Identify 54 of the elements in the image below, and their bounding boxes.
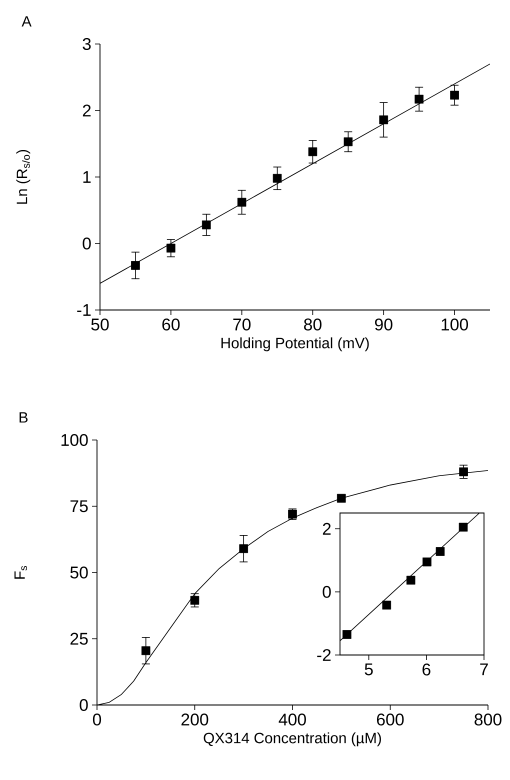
point bbox=[422, 558, 432, 566]
y-tick-label: 2 bbox=[82, 104, 91, 116]
y-tick-label: 0 bbox=[82, 238, 91, 250]
point bbox=[131, 261, 140, 270]
point bbox=[336, 494, 346, 503]
x-axis-title: QX314 Concentration (µM) bbox=[204, 732, 381, 746]
x-tick-label: 5 bbox=[364, 664, 373, 676]
y-tick-label: 100 bbox=[62, 434, 88, 446]
point bbox=[166, 244, 176, 253]
x-tick-label: 70 bbox=[233, 318, 251, 331]
y-axis-title: F$_{s}$ bbox=[14, 566, 28, 579]
point bbox=[436, 547, 445, 556]
point bbox=[190, 596, 200, 605]
point bbox=[141, 646, 150, 656]
point bbox=[272, 174, 282, 183]
point bbox=[406, 576, 416, 585]
y-tick-label: 2 bbox=[322, 522, 331, 535]
y-tick-label: 50 bbox=[70, 566, 88, 578]
y-tick-label: -2 bbox=[317, 649, 331, 661]
x-tick-label: 800 bbox=[474, 714, 502, 726]
x-tick-label: 60 bbox=[162, 318, 180, 331]
point bbox=[450, 90, 459, 100]
y-axis-title: Ln (R$_{s/o}$) bbox=[16, 150, 30, 204]
point bbox=[379, 115, 388, 124]
x-tick-label: 80 bbox=[304, 318, 322, 331]
x-tick-label: 0 bbox=[92, 714, 102, 726]
chart-title: B bbox=[20, 412, 28, 423]
y-tick-label: 1 bbox=[83, 171, 91, 183]
point bbox=[382, 600, 392, 610]
x-tick-label: 100 bbox=[442, 318, 468, 331]
x-axis-title: Holding Potential (mV) bbox=[221, 337, 369, 352]
point bbox=[308, 147, 318, 156]
y-tick-label: -1 bbox=[77, 304, 91, 316]
x-tick-label: 600 bbox=[376, 714, 404, 726]
point bbox=[344, 137, 353, 146]
point bbox=[458, 522, 468, 532]
point bbox=[202, 220, 211, 230]
y-tick-label: 0 bbox=[322, 586, 331, 598]
x-tick-label: 7 bbox=[480, 664, 488, 676]
point bbox=[342, 630, 352, 639]
point bbox=[237, 198, 246, 207]
x-tick-label: 200 bbox=[181, 714, 208, 726]
chart-title: A bbox=[22, 16, 32, 27]
y-tick-label: 75 bbox=[70, 500, 88, 512]
y-tick-label: 3 bbox=[82, 38, 91, 50]
x-tick-label: 400 bbox=[278, 714, 306, 726]
y-tick-label: 0 bbox=[80, 699, 88, 711]
x-tick-label: 6 bbox=[422, 664, 430, 676]
x-tick-label: 90 bbox=[375, 318, 392, 331]
x-tick-label: 50 bbox=[91, 318, 109, 331]
y-tick-label: 25 bbox=[70, 632, 88, 645]
point bbox=[414, 94, 424, 104]
point bbox=[459, 467, 468, 476]
point bbox=[239, 544, 248, 554]
